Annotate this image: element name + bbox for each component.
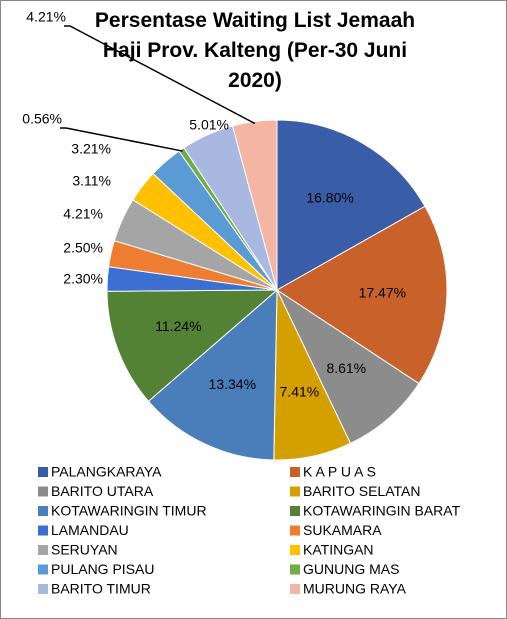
legend-label: GUNUNG MAS: [303, 561, 399, 577]
legend-swatch: [290, 506, 300, 516]
data-label: 2.50%: [63, 240, 103, 256]
data-label: 3.11%: [72, 173, 111, 189]
legend-swatch: [290, 584, 300, 594]
data-label: 4.21%: [26, 9, 66, 25]
data-label: 7.41%: [280, 384, 320, 400]
legend-swatch: [290, 525, 300, 536]
legend-label: MURUNG RAYA: [303, 581, 407, 597]
data-label: 16.80%: [306, 190, 353, 206]
pie-slice: [147, 288, 278, 461]
chart-title: Persentase Waiting List Jemaah Haji Prov…: [94, 9, 416, 92]
legend-label: BARITO TIMUR: [51, 581, 151, 597]
legend-label: PALANGKARAYA: [51, 464, 162, 480]
data-label: 0.56%: [22, 111, 62, 127]
legend-label: KOTAWARINGIN TIMUR: [51, 503, 207, 519]
data-label: 17.47%: [359, 284, 406, 300]
legend-label: K A P U A S: [303, 464, 376, 480]
leader-line: [60, 127, 183, 152]
legend-swatch: [38, 545, 48, 555]
data-label: 11.24%: [155, 318, 201, 334]
data-label: 8.61%: [326, 360, 366, 376]
legend-swatch: [290, 564, 300, 575]
legend-swatch: [38, 486, 48, 497]
legend-label: LAMANDAU: [51, 522, 129, 538]
legend-swatch: [38, 584, 48, 594]
pie-slice: [276, 119, 426, 291]
data-label: 5.01%: [189, 117, 229, 133]
leader-line: [64, 25, 256, 125]
data-label: 4.21%: [63, 206, 103, 222]
data-label: 3.21%: [71, 141, 111, 157]
legend-swatch: [38, 467, 48, 477]
legend-label: KOTAWARINGIN BARAT: [303, 503, 461, 519]
legend-label: KATINGAN: [303, 542, 374, 558]
legend-label: BARITO UTARA: [51, 483, 154, 499]
pie-slice: [106, 289, 279, 402]
pie-slice: [231, 119, 278, 291]
data-label: 2.30%: [63, 271, 103, 287]
legend-swatch: [290, 545, 300, 555]
pie-slice: [276, 205, 448, 385]
legend-label: SERUYAN: [51, 542, 118, 558]
legend-swatch: [290, 486, 300, 497]
legend-swatch: [290, 467, 300, 477]
legend-swatch: [38, 506, 48, 516]
pie-slice: [275, 288, 420, 444]
legend-label: PULANG PISAU: [51, 561, 154, 577]
legend-label: SUKAMARA: [303, 522, 382, 538]
legend-swatch: [38, 564, 48, 575]
data-label: 13.34%: [209, 376, 256, 392]
legend-swatch: [38, 525, 48, 536]
legend-label: BARITO SELATAN: [303, 483, 420, 499]
